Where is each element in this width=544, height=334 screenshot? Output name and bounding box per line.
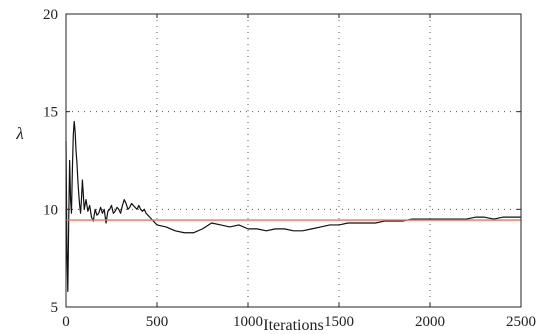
- grid-lines: [66, 14, 521, 307]
- y-tick-label: 15: [43, 105, 58, 121]
- series-line-estimate: [65, 120, 521, 292]
- axis-ticks: 0 500 1000 1500 2000 2500 5 10 15 20: [43, 7, 536, 330]
- plot-frame: [65, 13, 522, 308]
- x-tick-label: 2000: [415, 314, 445, 330]
- x-tick-label: 1500: [324, 314, 354, 330]
- y-tick-label: 20: [43, 7, 58, 23]
- x-tick-label: 2500: [506, 314, 536, 330]
- x-tick-label: 1000: [233, 314, 263, 330]
- series-layer: [65, 120, 521, 292]
- y-tick-label: 5: [51, 300, 59, 316]
- x-tick-label: 500: [146, 314, 169, 330]
- x-tick-label: 0: [62, 314, 70, 330]
- x-axis-label: Iterations: [263, 317, 323, 334]
- y-tick-label: 10: [43, 202, 58, 218]
- y-axis-label: λ: [15, 124, 23, 143]
